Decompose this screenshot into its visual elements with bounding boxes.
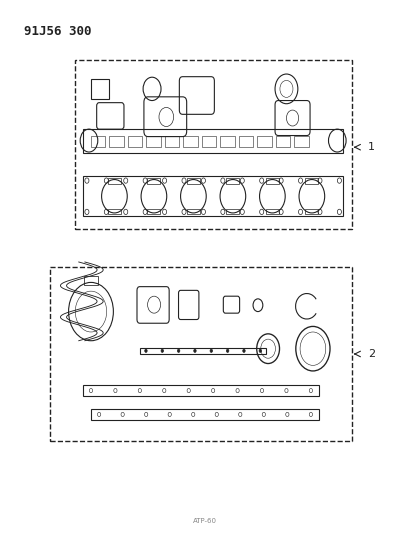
Text: 1: 1 (367, 142, 374, 152)
Bar (187, 179, 199, 184)
Bar (257, 136, 271, 147)
Bar (108, 179, 121, 184)
Bar (109, 136, 124, 147)
Bar (147, 179, 160, 184)
Bar (139, 348, 266, 354)
Bar (238, 136, 253, 147)
Bar (305, 179, 317, 184)
Bar (83, 385, 318, 397)
Bar (305, 209, 317, 214)
Bar (108, 209, 121, 214)
Bar (83, 128, 343, 152)
Bar (265, 179, 278, 184)
Circle shape (209, 349, 212, 352)
Bar (164, 136, 179, 147)
Circle shape (144, 349, 147, 352)
Circle shape (193, 349, 196, 352)
Bar (74, 60, 351, 229)
Circle shape (161, 349, 163, 352)
Bar (265, 209, 278, 214)
Bar (91, 409, 318, 420)
Bar (83, 176, 343, 216)
Bar (146, 136, 160, 147)
Bar (220, 136, 234, 147)
Circle shape (258, 349, 261, 352)
Bar (201, 136, 216, 147)
Circle shape (226, 349, 228, 352)
Circle shape (242, 349, 245, 352)
Bar (275, 136, 290, 147)
Bar (226, 179, 239, 184)
Bar (226, 209, 239, 214)
Circle shape (177, 349, 180, 352)
Bar (91, 136, 105, 147)
Bar (147, 209, 160, 214)
Text: ATP-60: ATP-60 (193, 518, 216, 523)
Bar (128, 136, 142, 147)
Bar (183, 136, 197, 147)
Bar (294, 136, 308, 147)
Bar (187, 209, 199, 214)
Bar (50, 266, 351, 441)
Text: 2: 2 (367, 349, 374, 359)
Text: 91J56 300: 91J56 300 (24, 25, 91, 38)
